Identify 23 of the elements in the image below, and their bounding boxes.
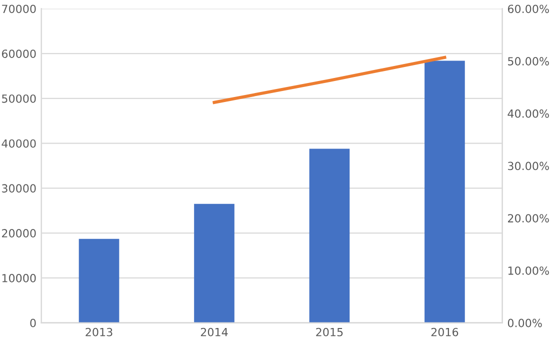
y-tick-label: 10000 [2, 274, 36, 282]
y2-tick-label: 20.00% [508, 214, 549, 223]
y2-tick-label: 50.00% [508, 57, 549, 66]
y-tick-label: 70000 [2, 4, 36, 14]
y-tick-label: 50000 [2, 94, 36, 103]
y2-tick-label: 0.00% [508, 318, 542, 328]
x-tick-label: 2014 [200, 328, 228, 336]
x-tick-label: 2016 [431, 328, 458, 336]
y2-tick-label: 60.00% [508, 4, 549, 14]
y-tick-label: 40000 [2, 139, 36, 148]
y-tick-label: 0 [30, 318, 36, 328]
y-tick-label: 30000 [2, 184, 36, 193]
bar [78, 238, 120, 323]
y2-tick-label: 10.00% [508, 266, 549, 275]
y2-tick-label: 40.00% [508, 109, 549, 118]
x-tick-label: 2013 [86, 328, 112, 336]
bar [194, 204, 234, 323]
x-tick-label: 2015 [316, 328, 343, 336]
bar [424, 60, 465, 323]
y2-tick-label: 30.00% [508, 162, 549, 170]
y-tick-label: 20000 [2, 229, 36, 238]
bar [309, 148, 350, 323]
y-tick-label: 60000 [2, 50, 36, 58]
